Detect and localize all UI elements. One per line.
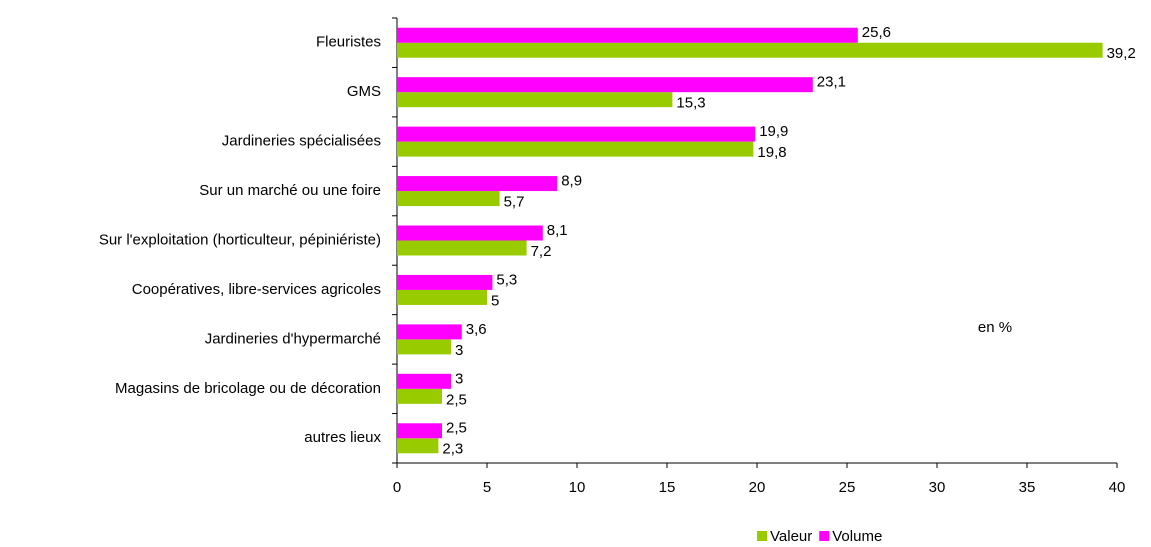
- y-tick-label: Magasins de bricolage ou de décoration: [115, 380, 381, 397]
- bar: [397, 289, 487, 305]
- y-tick-label: Jardineries spécialisées: [222, 133, 381, 150]
- x-tick-label: 35: [1019, 479, 1036, 496]
- bar: [397, 191, 500, 207]
- data-label: 2,3: [442, 441, 463, 458]
- bar: [397, 225, 543, 241]
- y-tick-label: Jardineries d'hypermarché: [205, 330, 381, 347]
- x-tick-label: 10: [569, 479, 586, 496]
- bar: [397, 274, 493, 290]
- y-tick-label: Sur un marché ou une foire: [199, 182, 381, 199]
- data-label: 2,5: [446, 420, 467, 437]
- data-label: 23,1: [817, 74, 846, 91]
- bar: [397, 388, 442, 404]
- data-label: 3,6: [466, 321, 487, 338]
- legend-swatch: [819, 531, 830, 541]
- data-label: 39,2: [1107, 45, 1136, 62]
- bar: [397, 126, 756, 142]
- x-tick-label: 30: [929, 479, 946, 496]
- y-tick-label: GMS: [347, 83, 381, 100]
- data-label: 7,2: [531, 243, 552, 260]
- legend-label: Valeur: [770, 528, 812, 545]
- y-tick-label: Coopératives, libre-services agricoles: [132, 281, 381, 298]
- data-label: 5,3: [496, 271, 517, 288]
- y-tick-label: Fleuristes: [316, 34, 381, 51]
- bar: [397, 141, 754, 157]
- data-label: 2,5: [446, 391, 467, 408]
- bar: [397, 438, 439, 454]
- y-tick-label: Sur l'exploitation (horticulteur, pépini…: [99, 231, 381, 248]
- x-tick-label: 20: [749, 479, 766, 496]
- legend-swatch: [757, 531, 767, 541]
- data-label: 5,7: [504, 194, 525, 211]
- data-label: 19,9: [759, 123, 788, 140]
- x-tick-label: 15: [659, 479, 676, 496]
- y-tick-label: autres lieux: [304, 429, 381, 446]
- legend-label: Volume: [832, 528, 882, 545]
- x-tick-label: 40: [1109, 479, 1126, 496]
- bar: [397, 240, 527, 256]
- bar: [397, 42, 1103, 58]
- bar: [397, 423, 442, 439]
- x-tick-label: 25: [839, 479, 856, 496]
- bar: [397, 373, 451, 389]
- bar: [397, 324, 462, 340]
- bar: [397, 77, 813, 93]
- data-label: 8,9: [561, 173, 582, 190]
- bar: [397, 92, 673, 108]
- annotation: en %: [978, 319, 1012, 336]
- data-label: 19,8: [757, 144, 786, 161]
- data-label: 8,1: [547, 222, 568, 239]
- bar: [397, 176, 558, 192]
- data-label: 15,3: [676, 95, 705, 112]
- data-label: 5: [491, 292, 499, 309]
- x-tick-label: 5: [483, 479, 491, 496]
- data-label: 3: [455, 342, 463, 359]
- bar: [397, 339, 451, 355]
- data-label: 3: [455, 370, 463, 387]
- x-tick-label: 0: [393, 479, 401, 496]
- bar: [397, 27, 858, 43]
- data-label: 25,6: [862, 24, 891, 41]
